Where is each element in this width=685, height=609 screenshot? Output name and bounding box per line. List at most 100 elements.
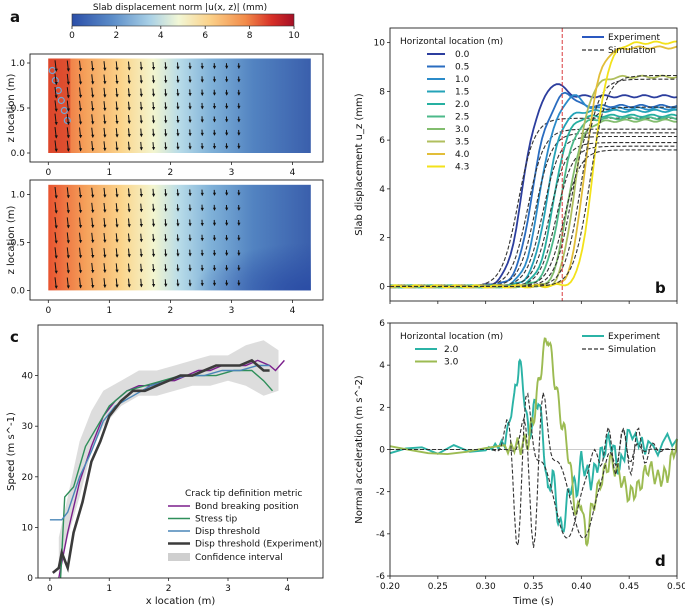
quiver-arrowhead <box>237 145 241 150</box>
quiver-arrowhead <box>66 210 70 214</box>
quiver-arrowhead <box>127 269 131 273</box>
pa1-ytick-label: 0.0 <box>11 149 26 159</box>
quiver-arrowhead <box>54 255 58 259</box>
quiver-arrowhead <box>164 93 168 97</box>
quiver-arrowhead <box>188 93 192 97</box>
pb-ytick-label: 10 <box>374 39 386 49</box>
colorbar-tick-label: 10 <box>288 31 300 41</box>
quiver-arrowhead <box>176 79 180 84</box>
speed-line-3 <box>51 358 270 574</box>
panel-a-simulation: 0 1 2 3 4 0.0 0.5 1.0 z location (m) <box>6 179 324 316</box>
panel-label-b: b <box>655 279 666 297</box>
displacement-field <box>48 58 311 153</box>
legend-entry: 0.5 <box>455 63 469 73</box>
quiver-arrowhead <box>212 119 217 123</box>
quiver-arrowhead <box>212 252 217 257</box>
pd-xtick-label: 0.25 <box>428 582 448 592</box>
quiver-arrowhead <box>66 270 70 274</box>
quiver-arrowhead <box>115 269 119 273</box>
y-axis-label: Speed (m s^-1) <box>6 412 17 491</box>
quiver-arrowhead <box>212 65 217 70</box>
quiver-arrowhead <box>152 107 156 111</box>
quiver-arrowhead <box>188 283 192 287</box>
quiver-arrowhead <box>139 239 143 243</box>
panel-a-experiment: 0 1 2 3 4 0.0 0.5 1.0 z location (m) <box>6 53 324 178</box>
pb-ytick-label: 4 <box>379 185 385 195</box>
quiver-arrowhead <box>188 133 192 137</box>
quiver-arrowhead <box>212 282 217 287</box>
quiver-arrowhead <box>54 270 58 274</box>
quiver-arrowhead <box>127 67 131 71</box>
quiver-arrowhead <box>79 121 83 125</box>
colorbar-label: Slab displacement norm |u(x, z)| (mm) <box>93 3 267 13</box>
low-displacement-zone <box>48 184 311 291</box>
legend-entry: Disp threshold <box>195 527 260 537</box>
quiver-arrowhead <box>79 94 83 99</box>
legend-entry: 3.0 <box>444 358 459 368</box>
quiver-arrowhead <box>176 238 180 242</box>
quiver-arrowhead <box>212 106 217 110</box>
pb-ytick-label: 0 <box>379 282 385 292</box>
pd-ytick-label: -6 <box>376 572 385 582</box>
quiver-arrowhead <box>188 208 192 212</box>
quiver-arrowhead <box>66 68 70 72</box>
pa2-xtick-label: 3 <box>229 306 235 316</box>
pa2-xtick-label: 4 <box>290 306 296 316</box>
quiver-arrowhead <box>152 238 156 243</box>
legend-entry-band: Confidence interval <box>195 553 283 563</box>
quiver-arrowhead <box>127 194 131 198</box>
pc-ytick-label: 0 <box>27 574 33 584</box>
y-axis-label: Normal acceleration (m s^-2) <box>354 375 365 524</box>
quiver-arrowhead <box>54 210 58 214</box>
pd-ytick-label: 4 <box>379 361 385 371</box>
quiver-arrowhead <box>66 195 70 199</box>
quiver-arrowhead <box>103 107 107 112</box>
quiver-arrowhead <box>79 210 83 214</box>
quiver-arrowhead <box>152 93 156 97</box>
quiver-arrowhead <box>103 254 107 258</box>
quiver-arrowhead <box>212 132 217 136</box>
quiver-arrowhead <box>225 282 229 286</box>
quiver-arrowhead <box>66 81 70 85</box>
quiver-arrowhead <box>115 284 119 288</box>
quiver-arrowhead <box>115 94 119 98</box>
quiver-arrowhead <box>127 120 131 124</box>
quiver-arrowhead <box>164 193 168 197</box>
quiver-arrowhead <box>164 268 168 272</box>
quiver-arrowhead <box>139 107 143 111</box>
quiver-arrowhead <box>225 222 229 226</box>
pd-ytick-label: 0 <box>379 446 385 456</box>
quiver-arrowhead <box>139 284 143 288</box>
legend-title: Horizontal location (m) <box>400 37 503 47</box>
quiver-arrowhead <box>91 134 95 138</box>
panel-b-displacement: 0 2 4 6 8 10 Slab displacement u_z (mm) Horizon… <box>354 27 678 304</box>
quiver-arrowhead <box>188 106 192 110</box>
quiver-arrowhead <box>79 240 83 244</box>
quiver-arrowhead <box>91 81 95 85</box>
quiver-arrowhead <box>152 223 156 227</box>
pd-ytick-label: 6 <box>379 319 385 329</box>
quiver-arrowhead <box>237 192 241 196</box>
quiver-arrowhead <box>66 95 70 99</box>
quiver-arrowhead <box>152 253 156 258</box>
pc-ytick-label: 10 <box>22 523 34 533</box>
quiver-arrowhead <box>152 147 156 151</box>
pb-ytick-label: 2 <box>379 234 385 244</box>
quiver-arrowhead <box>237 237 241 241</box>
colorbar-tick-label: 2 <box>114 31 120 41</box>
quiver-arrowhead <box>200 283 204 287</box>
pa1-ytick-label: 0.5 <box>11 104 25 114</box>
quiver-arrowhead <box>212 92 217 96</box>
pd-xtick-label: 0.50 <box>667 582 685 592</box>
quiver-arrowhead <box>188 79 192 83</box>
quiver-arrowhead <box>225 92 229 96</box>
pa1-xtick-label: 3 <box>229 168 235 178</box>
quiver-arrowhead <box>139 93 143 98</box>
quiver-arrowhead <box>152 284 156 288</box>
simulation-line-2.0 <box>390 142 677 287</box>
quiver-arrowhead <box>54 122 58 126</box>
pa2-xtick-label: 0 <box>45 306 51 316</box>
quiver-arrowhead <box>54 68 58 72</box>
quiver-arrowhead <box>66 135 70 139</box>
